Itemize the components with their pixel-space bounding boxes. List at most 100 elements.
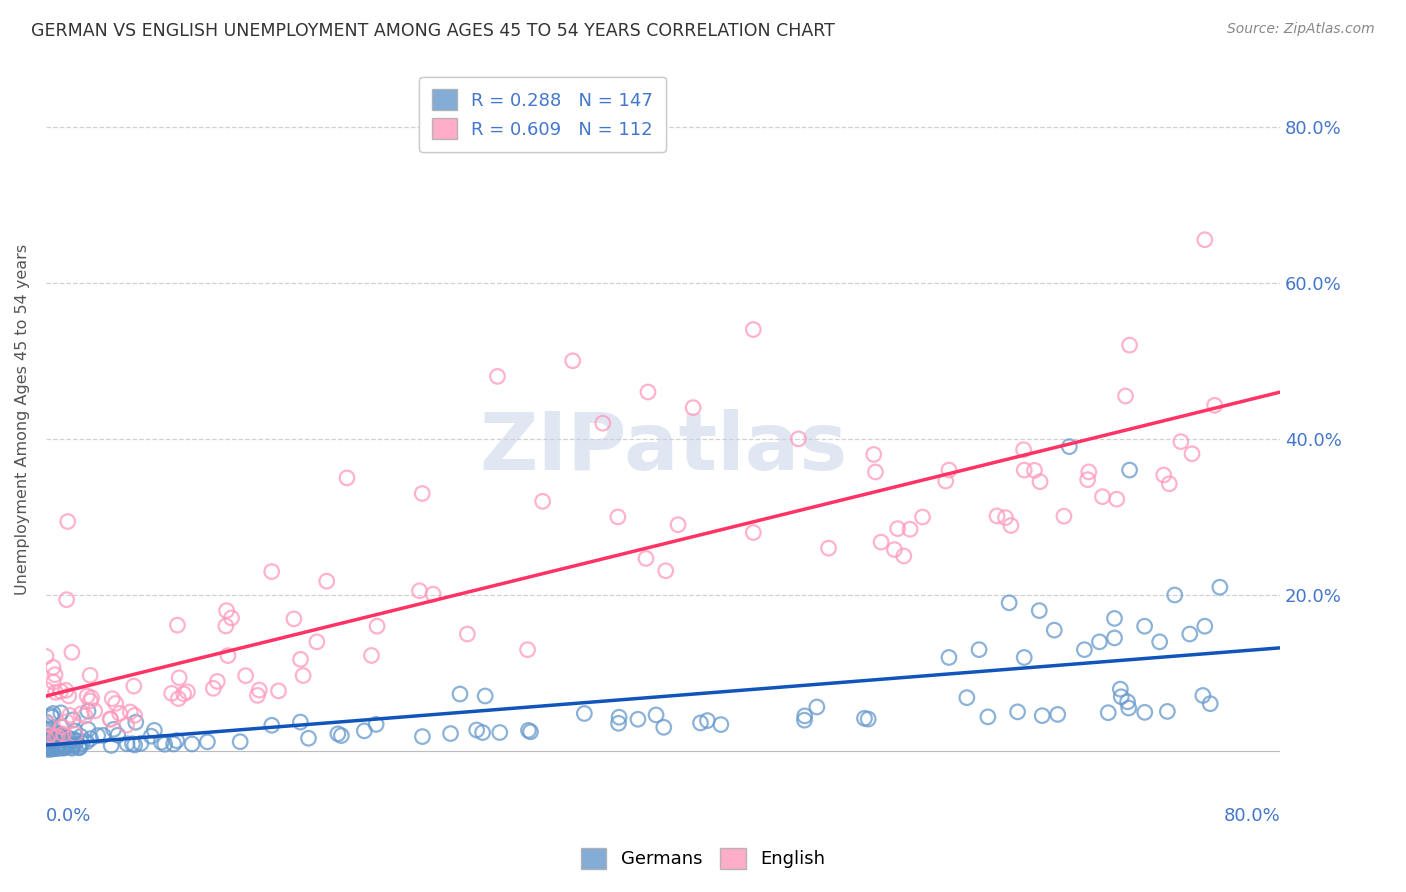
Legend: Germans, English: Germans, English (574, 840, 832, 876)
Point (42, 741, 65, 756)
Point (1007, 705, 1029, 719)
Point (297, 731, 319, 746)
Point (1012, 650, 1035, 665)
Point (100, 739, 122, 753)
Point (48, 729, 70, 743)
Point (41, 742, 63, 756)
Point (456, 627, 478, 641)
Point (793, 709, 815, 723)
Point (1000, 518, 1022, 533)
Point (115, 718, 138, 732)
Point (666, 517, 689, 532)
Point (793, 713, 815, 727)
Point (79, 694, 101, 708)
Point (60, 741, 83, 756)
Point (98, 712, 121, 726)
Point (898, 522, 921, 536)
Point (574, 706, 596, 721)
Point (260, 565, 283, 579)
Point (229, 735, 252, 749)
Point (1043, 623, 1066, 637)
Point (1105, 492, 1128, 507)
Point (449, 687, 471, 701)
Point (292, 668, 315, 682)
Point (1204, 398, 1226, 412)
Point (1012, 463, 1035, 477)
Point (62, 713, 84, 727)
Point (45, 685, 67, 699)
Point (645, 708, 668, 723)
Point (56, 731, 79, 745)
Point (994, 510, 1017, 524)
Point (42, 735, 65, 749)
Point (862, 447, 884, 461)
Point (1149, 635, 1171, 649)
Point (166, 618, 188, 632)
Point (166, 733, 188, 747)
Point (76, 689, 98, 703)
Point (167, 691, 190, 706)
Point (104, 697, 127, 711)
Point (283, 612, 305, 626)
Point (60, 732, 83, 747)
Point (129, 736, 152, 750)
Point (45, 728, 67, 742)
Point (1163, 588, 1185, 602)
Point (235, 668, 257, 682)
Point (627, 712, 650, 726)
Point (486, 369, 509, 384)
Point (63, 723, 86, 738)
Point (173, 687, 195, 701)
Point (215, 619, 238, 633)
Point (42, 706, 65, 721)
Point (634, 551, 657, 566)
Point (55, 739, 77, 754)
Point (1104, 611, 1126, 625)
Point (67, 739, 90, 753)
Point (35, 741, 58, 756)
Point (72, 736, 94, 750)
Point (60, 740, 83, 755)
Point (101, 691, 124, 706)
Point (37, 716, 59, 731)
Legend: R = 0.288   N = 147, R = 0.609   N = 112: R = 0.288 N = 147, R = 0.609 N = 112 (419, 77, 666, 152)
Point (35, 733, 58, 747)
Point (330, 729, 353, 743)
Point (1133, 619, 1156, 633)
Point (35, 734, 58, 748)
Point (46, 730, 69, 744)
Point (607, 716, 630, 731)
Point (1046, 707, 1069, 722)
Point (55, 714, 77, 729)
Point (1178, 627, 1201, 641)
Point (1028, 604, 1050, 618)
Point (76, 735, 98, 749)
Point (67, 740, 90, 755)
Point (46, 726, 69, 740)
Point (1115, 389, 1137, 403)
Point (1159, 476, 1181, 491)
Point (197, 735, 219, 749)
Point (517, 723, 540, 738)
Point (35, 714, 58, 729)
Point (55, 592, 77, 607)
Point (360, 648, 382, 663)
Point (52, 727, 75, 741)
Point (1153, 468, 1175, 483)
Point (1029, 475, 1052, 489)
Point (46, 731, 69, 746)
Point (124, 738, 146, 752)
Point (35, 737, 58, 751)
Point (69, 740, 91, 755)
Point (422, 587, 444, 601)
Point (1104, 631, 1126, 645)
Point (44, 731, 66, 745)
Point (63, 737, 86, 751)
Point (121, 737, 143, 751)
Point (1059, 440, 1081, 454)
Point (46, 739, 69, 753)
Point (215, 604, 238, 618)
Point (1181, 447, 1204, 461)
Point (977, 710, 1000, 724)
Point (49, 741, 72, 756)
